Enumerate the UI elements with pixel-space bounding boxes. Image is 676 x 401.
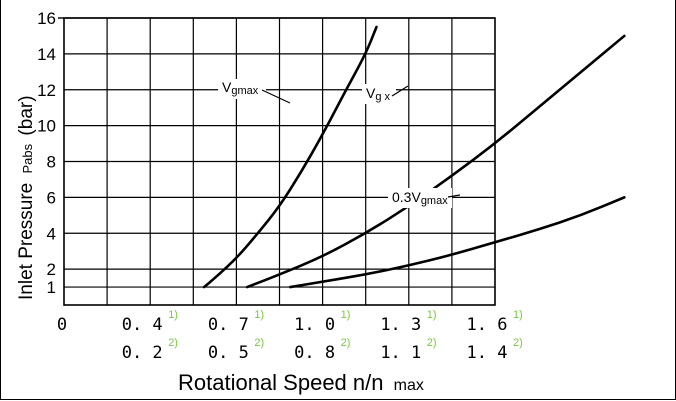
x-tick-label: 0. 7 [208, 315, 249, 335]
x-tick-label: 0. 8 [294, 343, 335, 363]
annotation-sub: gmax [421, 195, 448, 207]
annotation-main: V [366, 85, 376, 101]
x-tick-label: 1. 3 [380, 315, 421, 335]
annotations: Vgmax Vg x0.3Vgmax [218, 79, 461, 208]
y-tick-label: 2 [47, 260, 56, 279]
y-tick-label: 8 [47, 153, 56, 172]
x-tick-label: 0. 2 [122, 343, 163, 363]
x-tick-label: 1. 4 [467, 343, 508, 363]
y-tick-label: 16 [37, 9, 56, 28]
series-annotation: Vg x [366, 85, 391, 103]
y-axis-label: Inlet Pressure Pabs (bar) [16, 95, 37, 300]
x-tick-footnote: 2) [254, 337, 264, 349]
x-tick-label: 1. 0 [294, 315, 335, 335]
series-line [288, 196, 626, 289]
y-tick-label: 10 [37, 117, 56, 136]
y-tick-label: 6 [47, 188, 56, 207]
x-tick-label: 1. 1 [380, 343, 421, 363]
annotation-bg [362, 84, 396, 104]
annotation-leader [261, 89, 291, 104]
x-tick-label: 0. 5 [208, 343, 249, 363]
y-tick-label: 4 [47, 224, 56, 243]
annotation-leader [447, 194, 461, 198]
y-tick-label: 1 [47, 278, 56, 297]
y-ticks: 12 4 6 8 10 12 14 16 [37, 9, 56, 297]
x-axis-label: Rotational Speed n/n max [178, 370, 424, 395]
x-tick-footnote: 2) [341, 337, 351, 349]
series-line [202, 25, 378, 289]
chart-grid [58, 17, 496, 306]
x-tick-footnote: 2) [513, 337, 523, 349]
x-tick-label: 0. 4 [122, 315, 163, 335]
x-tick-footnote: 1) [341, 309, 351, 321]
x-tick-footnote: 1) [513, 309, 523, 321]
annotation-main: V [222, 79, 232, 95]
x-ticks: 0 0. 4 1) 0. 7 1) 1. 0 1) 1. 3 1) 1. 6 1) 0. 2 2) 0. … [57, 309, 523, 363]
x-tick-footnote: 2) [168, 337, 178, 349]
annotation-bg [388, 188, 452, 208]
y-tick-label: 12 [37, 81, 56, 100]
x-tick-label-origin: 0 [57, 315, 67, 335]
annotation-main: 0.3V [392, 189, 421, 205]
series-annotation: 0.3Vgmax [392, 189, 448, 207]
y-tick-label: 14 [37, 45, 56, 64]
series-annotation: Vgmax [222, 79, 259, 97]
x-tick-footnote: 1) [427, 309, 437, 321]
chart-curves [202, 25, 626, 289]
x-tick-footnote: 1) [168, 309, 178, 321]
x-tick-label: 1. 6 [467, 315, 508, 335]
annotation-leader [391, 85, 409, 97]
annotation-bg [218, 79, 266, 99]
x-tick-footnote: 2) [427, 337, 437, 349]
annotation-sub: gmax [231, 85, 258, 97]
annotation-sub: g x [375, 91, 390, 103]
x-tick-footnote: 1) [254, 309, 264, 321]
